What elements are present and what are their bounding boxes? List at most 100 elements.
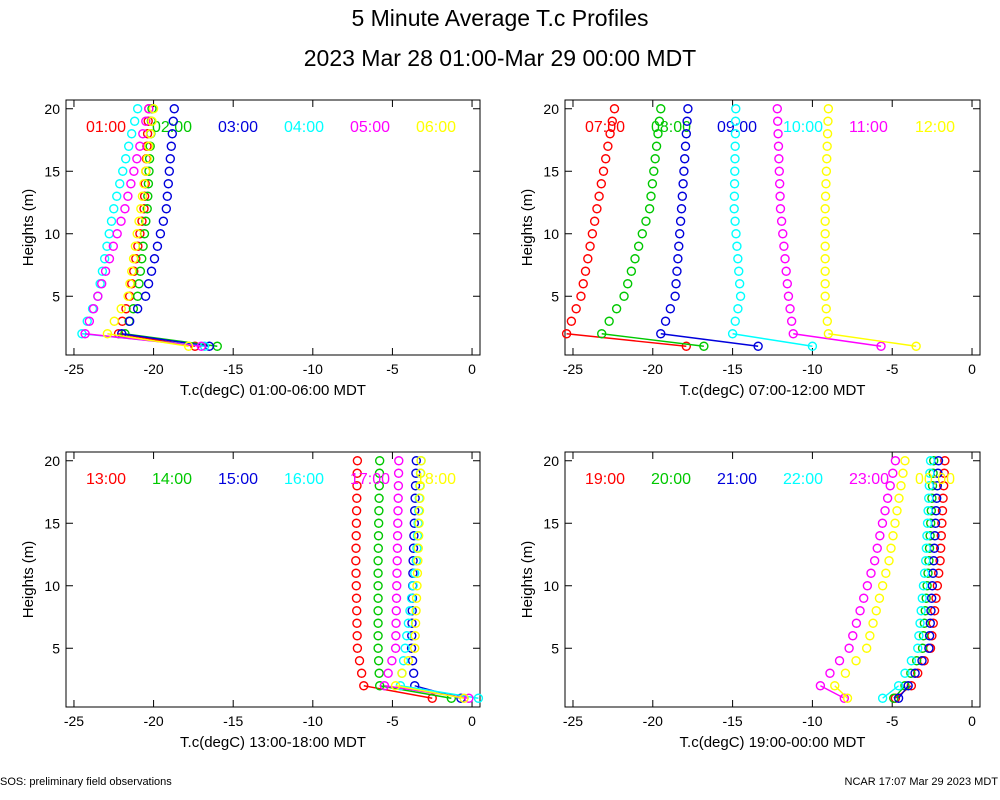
data-point [576, 291, 586, 301]
legend-entry: 14:00 [152, 471, 192, 488]
data-point [915, 618, 925, 628]
data-point [834, 656, 845, 666]
legend-entry: 18:00 [416, 471, 456, 488]
data-point [774, 154, 784, 164]
data-point [732, 241, 742, 251]
data-point [820, 229, 830, 239]
data-point [903, 681, 913, 691]
legend-entry: 04:00 [284, 119, 324, 136]
data-point [138, 241, 148, 251]
data-point [130, 241, 141, 251]
data-point [922, 531, 932, 541]
data-point [889, 693, 899, 703]
data-point [851, 656, 861, 666]
data-point [774, 166, 784, 176]
x-tick-label: -20 [643, 713, 663, 729]
data-point [923, 568, 933, 578]
data-point [134, 279, 144, 289]
surface-segment [828, 333, 917, 347]
data-point [623, 279, 633, 289]
data-point [937, 506, 948, 516]
data-point [859, 593, 869, 603]
legend-entry: 00:00 [915, 471, 955, 488]
surface-segment [793, 333, 882, 347]
surface-segment [601, 333, 704, 347]
data-point [821, 166, 832, 176]
data-point [351, 506, 362, 516]
data-point [393, 481, 404, 491]
data-point [938, 481, 949, 491]
x-tick-label: -25 [563, 361, 583, 377]
series-1600 [395, 456, 484, 703]
data-point [874, 593, 885, 603]
series-0500 [80, 104, 207, 351]
x-tick-label: 0 [968, 713, 976, 729]
data-point [412, 568, 423, 578]
x-tick-label: -25 [64, 713, 84, 729]
data-point [141, 216, 151, 226]
legend-entry: 17:00 [350, 471, 390, 488]
data-point [167, 129, 177, 139]
data-point [598, 166, 609, 176]
data-point [924, 556, 934, 566]
series-2000 [889, 456, 939, 703]
data-point [374, 668, 384, 678]
data-point [680, 141, 691, 151]
data-point [913, 643, 923, 653]
data-point [135, 141, 145, 151]
data-point [674, 241, 684, 251]
data-point [820, 266, 830, 276]
data-point [146, 266, 157, 276]
series-0600 [102, 104, 194, 351]
data-point [356, 668, 367, 678]
data-point [116, 216, 126, 226]
data-point [603, 141, 613, 151]
data-point [196, 341, 207, 351]
data-point [145, 129, 156, 139]
y-axis-label: Heights (m) [519, 541, 536, 619]
data-point [925, 468, 935, 478]
data-point [415, 468, 426, 478]
data-point [374, 456, 385, 466]
data-point [840, 668, 851, 678]
data-point [917, 593, 928, 603]
data-point [144, 141, 154, 151]
x-axis-label: T.c(degC) 07:00-12:00 MDT [680, 382, 866, 399]
data-point [776, 216, 787, 226]
data-point [409, 531, 419, 541]
data-point [927, 481, 938, 491]
data-point [405, 606, 415, 616]
data-point [830, 681, 840, 691]
data-point [589, 216, 600, 226]
data-point [861, 643, 872, 653]
data-point [869, 556, 880, 566]
data-point [93, 291, 103, 301]
data-point [383, 668, 393, 678]
data-point [373, 618, 383, 628]
data-point [865, 631, 875, 641]
data-point [147, 116, 157, 126]
x-tick-label: 0 [468, 361, 476, 377]
data-point [882, 493, 893, 503]
data-point [139, 204, 149, 214]
x-axis-label: T.c(degC) 01:00-06:00 MDT [180, 382, 366, 399]
data-point [820, 279, 830, 289]
data-point [415, 481, 425, 491]
series-1300 [351, 456, 437, 703]
data-point [373, 593, 383, 603]
data-point [890, 456, 901, 466]
data-point [373, 543, 383, 553]
data-point [778, 229, 788, 239]
data-point [823, 116, 833, 126]
data-point [729, 191, 740, 201]
data-point [940, 456, 950, 466]
data-point [820, 254, 830, 264]
y-tick-label: 10 [44, 226, 60, 242]
data-point [402, 631, 412, 641]
series-1500 [406, 456, 466, 703]
y-tick-label: 15 [543, 515, 559, 531]
data-point [931, 593, 941, 603]
data-point [820, 216, 830, 226]
data-point [680, 154, 690, 164]
data-point [129, 166, 139, 176]
